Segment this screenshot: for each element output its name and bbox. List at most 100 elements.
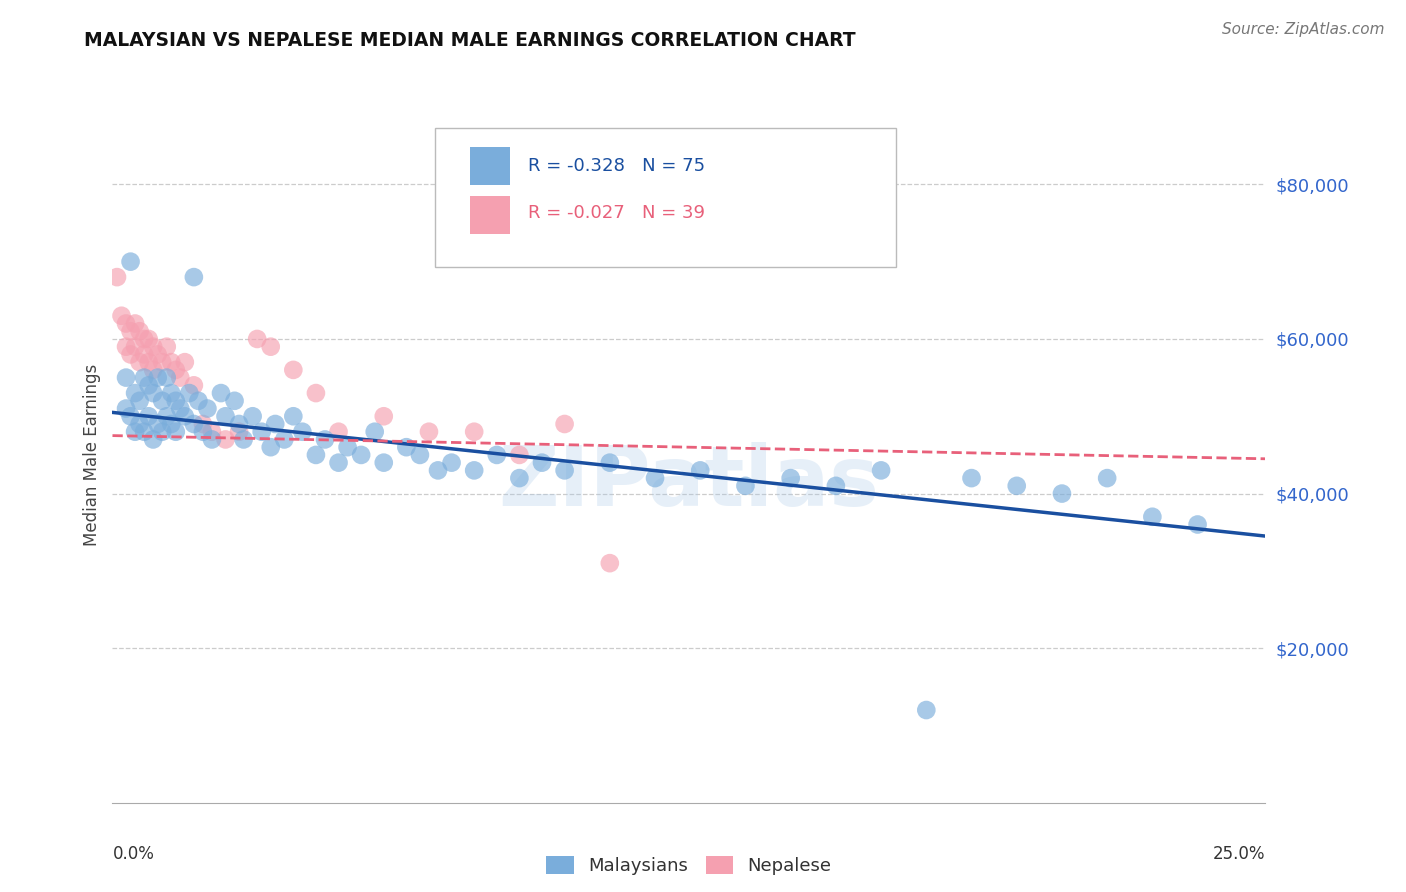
Point	[142, 386, 165, 401]
Point	[142, 363, 165, 377]
Point	[128, 417, 150, 431]
Point	[179, 386, 201, 401]
Point	[418, 425, 440, 439]
Point	[138, 409, 160, 424]
Point	[373, 456, 395, 470]
Point	[124, 425, 146, 439]
Point	[160, 417, 183, 431]
Point	[142, 433, 165, 447]
Point	[508, 471, 530, 485]
Point	[138, 355, 160, 369]
Point	[201, 433, 224, 447]
Text: R = -0.328   N = 75: R = -0.328 N = 75	[527, 157, 704, 175]
Point	[183, 270, 205, 285]
Point	[128, 355, 150, 369]
Text: 25.0%: 25.0%	[1213, 845, 1265, 863]
Point	[197, 401, 219, 416]
Point	[427, 463, 450, 477]
Point	[187, 393, 209, 408]
Point	[115, 401, 138, 416]
Point	[328, 425, 350, 439]
Text: R = -0.027   N = 39: R = -0.027 N = 39	[527, 203, 704, 222]
Point	[160, 386, 183, 401]
Point	[134, 332, 156, 346]
Point	[209, 386, 232, 401]
Point	[120, 324, 142, 338]
Point	[508, 448, 530, 462]
Point	[232, 433, 254, 447]
Point	[305, 448, 328, 462]
Point	[165, 393, 187, 408]
Point	[485, 448, 508, 462]
Text: MALAYSIAN VS NEPALESE MEDIAN MALE EARNINGS CORRELATION CHART: MALAYSIAN VS NEPALESE MEDIAN MALE EARNIN…	[84, 31, 856, 50]
Point	[120, 347, 142, 361]
Point	[191, 425, 214, 439]
Point	[779, 471, 801, 485]
Point	[128, 393, 150, 408]
Point	[273, 433, 295, 447]
Point	[283, 409, 305, 424]
Point	[214, 409, 236, 424]
FancyBboxPatch shape	[470, 147, 510, 186]
Point	[191, 417, 214, 431]
Point	[599, 456, 621, 470]
Point	[242, 409, 264, 424]
Point	[124, 317, 146, 331]
Point	[169, 370, 191, 384]
Point	[165, 363, 187, 377]
Point	[138, 332, 160, 346]
Point	[264, 417, 287, 431]
Point	[734, 479, 756, 493]
Point	[134, 425, 156, 439]
Point	[138, 378, 160, 392]
Point	[173, 409, 195, 424]
Point	[530, 456, 553, 470]
Point	[165, 425, 187, 439]
Point	[314, 433, 336, 447]
Point	[124, 340, 146, 354]
Point	[115, 370, 138, 384]
Point	[409, 448, 432, 462]
Point	[120, 409, 142, 424]
Point	[599, 556, 621, 570]
Point	[305, 386, 328, 401]
Point	[146, 417, 169, 431]
Point	[105, 270, 128, 285]
Point	[156, 340, 179, 354]
Legend: Malaysians, Nepalese: Malaysians, Nepalese	[537, 847, 841, 884]
Point	[146, 347, 169, 361]
Point	[1142, 509, 1164, 524]
Point	[150, 425, 173, 439]
Point	[173, 355, 195, 369]
Point	[183, 378, 205, 392]
Point	[870, 463, 893, 477]
Point	[440, 456, 463, 470]
Point	[260, 340, 283, 354]
FancyBboxPatch shape	[470, 195, 510, 234]
Point	[364, 425, 387, 439]
Point	[373, 409, 395, 424]
Point	[124, 386, 146, 401]
Point	[146, 370, 169, 384]
Point	[224, 393, 246, 408]
Point	[825, 479, 848, 493]
Point	[915, 703, 938, 717]
Point	[463, 425, 485, 439]
Point	[291, 425, 314, 439]
Point	[228, 417, 250, 431]
Point	[115, 340, 138, 354]
Point	[183, 417, 205, 431]
Point	[228, 425, 250, 439]
Point	[150, 355, 173, 369]
Text: 0.0%: 0.0%	[112, 845, 155, 863]
Point	[128, 324, 150, 338]
Point	[689, 463, 711, 477]
Point	[110, 309, 132, 323]
Point	[554, 463, 576, 477]
Point	[150, 393, 173, 408]
Point	[463, 463, 485, 477]
Point	[120, 254, 142, 268]
Point	[328, 456, 350, 470]
Point	[1095, 471, 1118, 485]
Point	[142, 340, 165, 354]
